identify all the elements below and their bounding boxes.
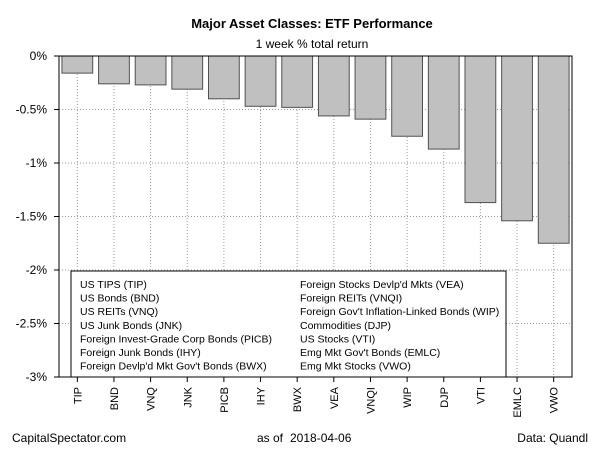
x-tick-label-ihy: IHY: [256, 386, 268, 405]
legend-entry: Commodities (DJP): [300, 320, 391, 332]
y-tick-label: -1%: [26, 156, 48, 170]
x-tick-label-vnq: VNQ: [146, 387, 158, 411]
legend-entry: US Junk Bonds (JNK): [80, 320, 182, 332]
legend-entry: Foreign Devlp'd Mkt Gov't Bonds (BWX): [80, 361, 267, 373]
x-tick-label-tip: TIP: [72, 387, 84, 404]
bar-vea: [317, 55, 350, 117]
x-tick-label-bwx: BWX: [292, 386, 304, 412]
footer-as-of-label: as of: [257, 431, 284, 445]
legend-box: [70, 270, 507, 378]
bar-vwo: [537, 55, 570, 244]
x-tick-label-vnqi: VNQI: [365, 387, 377, 414]
y-tick-label: -0.5%: [16, 103, 48, 117]
x-axis: TIP BND VNQ JNK PICB IHY BWX VEA VNQI WIP DJP VTI EM…: [72, 377, 561, 418]
chart-subtitle: 1 week % total return: [256, 37, 369, 51]
footer-data-source: Data: Quandl: [517, 431, 588, 445]
bars: [61, 55, 570, 244]
x-tick-label-wip: WIP: [402, 387, 414, 408]
legend-entry: Foreign Gov't Inflation-Linked Bonds (WI…: [300, 306, 499, 318]
legend-entry: Emg Mkt Gov't Bonds (EMLC): [300, 347, 440, 359]
legend-entry: Emg Mkt Stocks (VWO): [300, 361, 411, 373]
bar-djp: [427, 55, 460, 150]
legend-entry: US Bonds (BND): [80, 293, 159, 305]
x-tick-label-djp: DJP: [439, 387, 451, 408]
bar-wip: [391, 55, 423, 137]
legend-entry: Foreign REITs (VNQI): [300, 293, 402, 305]
bar-vti: [464, 55, 497, 204]
legend-entry: US TIPS (TIP): [80, 279, 147, 291]
y-axis: 0% -0.5% -1% -1.5% -2% -2.5% -3%: [16, 49, 59, 384]
x-tick-label-bnd: BND: [109, 387, 121, 410]
legend-entry: US Stocks (VTI): [300, 333, 375, 345]
legend-entry: Foreign Invest-Grade Corp Bonds (PICB): [80, 333, 272, 345]
x-tick-label-vea: VEA: [329, 386, 341, 409]
x-tick-label-emlc: EMLC: [512, 387, 524, 418]
y-tick-label: -3%: [26, 370, 48, 384]
legend-entry: US REITs (VNQ): [80, 306, 158, 318]
y-tick-label: -1.5%: [16, 210, 48, 224]
x-tick-label-jnk: JNK: [182, 386, 194, 407]
chart-title: Major Asset Classes: ETF Performance: [191, 16, 433, 31]
bar-jnk: [171, 55, 204, 90]
bar-vnqi: [354, 55, 387, 120]
bar-vnq: [134, 55, 167, 86]
x-tick-label-vwo: VWO: [549, 387, 561, 414]
y-tick-label: -2%: [26, 263, 48, 277]
x-tick-label-picb: PICB: [219, 387, 231, 413]
legend-entry: Foreign Junk Bonds (IHY): [80, 347, 201, 359]
bar-tip: [61, 55, 94, 74]
y-tick-label: -2.5%: [16, 317, 48, 331]
legend: US TIPS (TIP) US Bonds (BND)US REITs (VNQ…: [70, 270, 507, 378]
bar-emlc: [501, 55, 533, 222]
bar-bwx: [281, 55, 314, 108]
bar-picb: [208, 55, 240, 100]
bar-ihy: [244, 55, 277, 107]
legend-entry: Foreign Stocks Devlp'd Mkts (VEA): [300, 279, 464, 291]
bar-bnd: [98, 55, 130, 85]
footer-source-site: CapitalSpectator.com: [12, 431, 126, 445]
y-tick-label: 0%: [30, 49, 48, 63]
x-tick-label-vti: VTI: [475, 387, 487, 404]
footer-as-of-date: 2018-04-06: [290, 431, 352, 445]
